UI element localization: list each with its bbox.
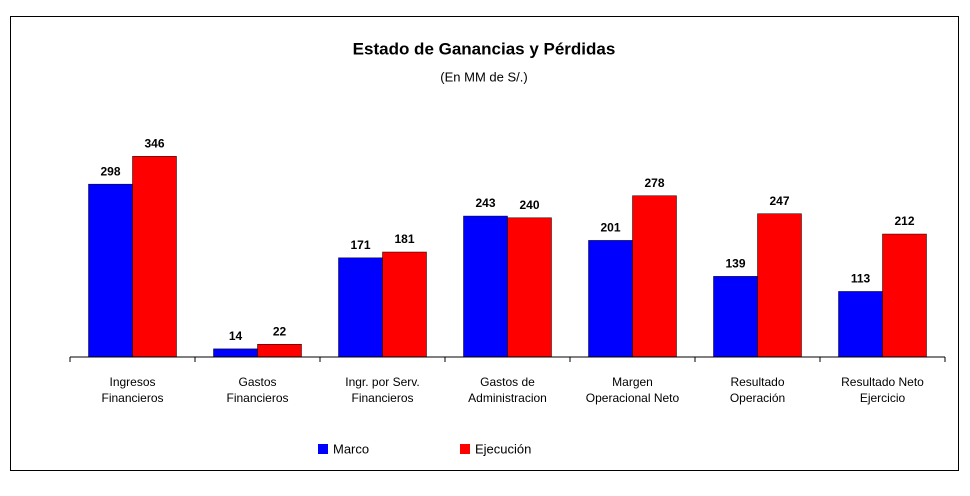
bar: [757, 213, 802, 358]
bar: [713, 276, 758, 358]
data-label: 212: [894, 214, 914, 228]
bar: [213, 348, 258, 358]
x-tick-label: Gastos de Administracion: [468, 375, 547, 405]
legend-swatch: [318, 444, 328, 454]
data-label: 14: [229, 329, 243, 343]
data-label: 247: [769, 194, 789, 208]
bar: [257, 343, 302, 358]
bar: [382, 251, 427, 358]
chart-subtitle: (En MM de S/.): [440, 69, 527, 84]
bar: [588, 240, 633, 358]
x-tick-label: Ingr. por Serv. Financieros: [345, 375, 420, 405]
x-tick-label: Resultado Neto Ejercicio: [841, 375, 924, 405]
data-label: 298: [100, 164, 120, 178]
data-label: 181: [394, 232, 414, 246]
legend-swatch: [460, 444, 470, 454]
data-label: 139: [725, 257, 745, 271]
data-label: 346: [144, 136, 164, 150]
bar: [463, 215, 508, 358]
data-label: 240: [519, 198, 539, 212]
bar: [338, 257, 383, 358]
x-tick-label: Resultado Operación: [729, 375, 786, 405]
legend-label: Marco: [333, 441, 369, 456]
bar: [882, 233, 927, 358]
chart-title: Estado de Ganancias y Pérdidas: [353, 39, 616, 58]
data-label: 22: [273, 324, 287, 338]
x-tick-label: Gastos Financieros: [226, 375, 289, 405]
bar: [507, 217, 552, 358]
x-tick-label: Ingresos Financieros: [101, 375, 164, 405]
bar: [88, 183, 133, 358]
legend-label: Ejecución: [475, 441, 531, 456]
data-label: 171: [350, 238, 370, 252]
data-label: 201: [600, 221, 620, 235]
bar: [632, 195, 677, 358]
bar: [838, 291, 883, 358]
data-label: 113: [851, 272, 871, 286]
data-label: 278: [644, 176, 664, 190]
bar: [132, 156, 177, 358]
data-label: 243: [475, 196, 495, 210]
x-tick-label: Margen Operacional Neto: [585, 375, 680, 405]
